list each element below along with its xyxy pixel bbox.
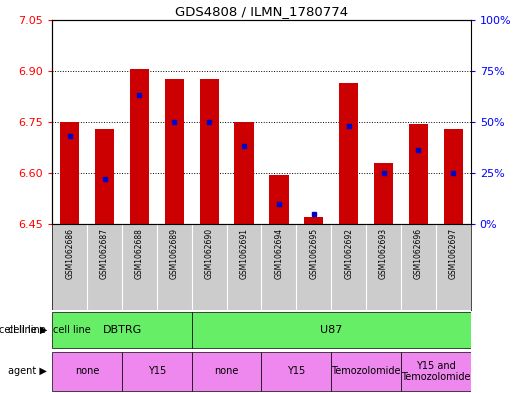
FancyBboxPatch shape [52,312,192,348]
Bar [60,122,79,224]
Bar [304,217,323,224]
Bar [374,163,393,224]
Text: Y15 and
Temozolomide: Y15 and Temozolomide [401,361,471,382]
Text: agent ▶: agent ▶ [8,366,47,376]
Text: GSM1062687: GSM1062687 [100,228,109,279]
Bar [95,129,114,224]
Text: cell line ▶: cell line ▶ [0,325,47,335]
Text: GSM1062691: GSM1062691 [240,228,248,279]
Bar [200,79,219,224]
Text: DBTRG: DBTRG [103,325,142,335]
Text: none: none [214,366,239,376]
FancyBboxPatch shape [262,352,331,391]
FancyBboxPatch shape [192,352,262,391]
Bar [409,123,428,224]
FancyBboxPatch shape [331,352,401,391]
Text: Temozolomide: Temozolomide [332,366,401,376]
Bar [339,83,358,224]
FancyBboxPatch shape [401,352,471,391]
Title: GDS4808 / ILMN_1780774: GDS4808 / ILMN_1780774 [175,6,348,18]
Bar [444,129,463,224]
Text: GSM1062686: GSM1062686 [65,228,74,279]
FancyBboxPatch shape [122,352,192,391]
FancyBboxPatch shape [192,312,471,348]
FancyBboxPatch shape [52,352,122,391]
Text: GSM1062688: GSM1062688 [135,228,144,279]
Bar [234,122,254,224]
Text: GSM1062697: GSM1062697 [449,228,458,279]
Text: GSM1062689: GSM1062689 [170,228,179,279]
Text: GSM1062690: GSM1062690 [204,228,214,279]
Text: GSM1062694: GSM1062694 [275,228,283,279]
Bar [165,79,184,224]
Text: cell line: cell line [53,325,90,335]
Text: GSM1062693: GSM1062693 [379,228,388,279]
Bar [130,69,149,224]
Text: GSM1062695: GSM1062695 [309,228,319,279]
Text: Y15: Y15 [148,366,166,376]
Text: Y15: Y15 [287,366,305,376]
Text: none: none [75,366,99,376]
Bar [269,174,289,224]
Text: GSM1062696: GSM1062696 [414,228,423,279]
Text: cell line: cell line [8,325,52,335]
Text: GSM1062692: GSM1062692 [344,228,353,279]
Text: U87: U87 [320,325,343,335]
